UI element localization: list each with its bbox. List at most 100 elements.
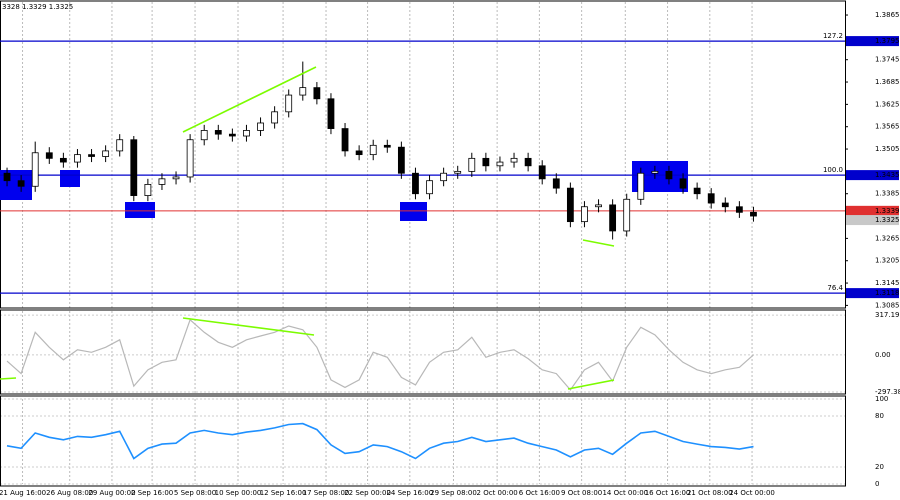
last-price-box (846, 215, 899, 226)
x-tick-label: 21 Aug 16:00 (0, 489, 46, 497)
candle-body (637, 172, 645, 200)
candle-body (341, 128, 349, 152)
candle-body (510, 157, 518, 163)
indicator-line (6, 422, 754, 460)
y-tick-label: 1.3565 (875, 123, 900, 131)
y-tick-label: 80 (875, 412, 884, 420)
candle-body (186, 139, 194, 178)
y-tick-label: 1.3145 (875, 279, 900, 287)
trend-line (0, 377, 17, 380)
level-name: 127.2 (823, 32, 843, 40)
candle-body (623, 198, 631, 232)
candle-body (651, 170, 659, 174)
grid (0, 2, 845, 485)
candle-body (88, 154, 95, 157)
y-tick-label: 1.3205 (875, 257, 900, 265)
candle-body (214, 130, 222, 135)
y-tick-label: 1.3085 (875, 301, 900, 309)
plot (0, 40, 845, 460)
candle-body (397, 146, 405, 174)
x-tick-label: 17 Sep 08:00 (303, 489, 350, 497)
level-price-box (846, 288, 899, 299)
level-name: 100.0 (823, 166, 843, 174)
x-tick-label: 5 Sep 08:00 (174, 489, 216, 497)
y-tick-label: 317.1939 (875, 311, 900, 319)
zone (125, 202, 155, 218)
x-tick-label: 24 Oct 00:00 (729, 489, 775, 497)
candle-body (524, 157, 532, 167)
y-tick-label: 1.3505 (875, 145, 900, 153)
candle-body (158, 178, 166, 185)
level-name: 76.4 (827, 284, 843, 292)
candle-body (74, 154, 81, 163)
candle-body (735, 206, 743, 213)
candle-body (327, 98, 335, 129)
candle-body (679, 178, 687, 189)
zone (60, 170, 80, 187)
candle-body (482, 157, 490, 167)
candle-body (200, 130, 208, 141)
level-price-box (846, 170, 899, 181)
candle-body (707, 193, 715, 204)
candle-body (17, 180, 25, 187)
zone (400, 202, 427, 221)
y-tick-label: 20 (875, 463, 884, 471)
cci-panel (0, 309, 846, 395)
y-tick-label: 1.3625 (875, 100, 900, 108)
x-tick-label: 22 Sep 00:00 (344, 489, 391, 497)
candle-body (412, 172, 419, 195)
y-tick-label: 100 (875, 395, 888, 403)
candle-body (595, 204, 602, 208)
trend-line (182, 317, 315, 336)
candle-body (538, 165, 546, 180)
y-tick-label: 1.3265 (875, 234, 900, 242)
price-marker-box (846, 205, 899, 216)
rsi-panel (0, 395, 846, 487)
x-tick-label: 6 Oct 16:00 (519, 489, 560, 497)
main-panel (0, 0, 846, 309)
x-tick-label: 14 Oct 00:00 (602, 489, 648, 497)
level-price: 1.3795 (875, 37, 900, 45)
trend-line (182, 66, 317, 133)
x-tick-label: 2 Sep 16:00 (131, 489, 173, 497)
ohlc-readout: 3328 1.3329 1.3325 (2, 3, 73, 11)
y-tick-label: 1.3385 (875, 190, 900, 198)
y-tick-label: 1.3865 (875, 11, 900, 19)
candle-body (31, 152, 39, 187)
x-tick-label: 24 Sep 16:00 (386, 489, 433, 497)
indicator-line (6, 318, 754, 391)
x-tick-label: 12 Sep 16:00 (260, 489, 307, 497)
y-tick-label: 1.3685 (875, 78, 900, 86)
candle-body (271, 111, 279, 124)
candle-body (693, 187, 701, 195)
trend-line (582, 239, 615, 247)
candle-body (581, 206, 588, 223)
price-marker-label: 1.3339 (875, 207, 900, 215)
candle-body (144, 184, 152, 196)
candle-body (426, 180, 433, 195)
candle-body (665, 170, 673, 180)
y-tick-label: 1.3745 (875, 56, 900, 64)
candle-body (355, 150, 363, 156)
level-price-box (846, 36, 899, 47)
candle-body (383, 144, 391, 148)
x-tick-label: 26 Aug 08:00 (46, 489, 93, 497)
candle-body (313, 87, 321, 100)
candle-body (369, 144, 377, 156)
candle-body (102, 150, 110, 157)
candle-body (172, 176, 180, 180)
candle-body (116, 139, 124, 152)
candle-body (45, 152, 53, 159)
level-price: 1.3435 (875, 171, 900, 179)
y-tick-label: -297.386 (875, 388, 900, 396)
candle-body (454, 170, 462, 174)
candle-body (3, 172, 11, 182)
candle-body (609, 204, 617, 232)
y-tick-label: 0 (875, 480, 879, 488)
candle-body (468, 157, 476, 172)
x-tick-label: 29 Sep 08:00 (430, 489, 477, 497)
trend-lines (0, 66, 615, 390)
candle-body (552, 178, 560, 189)
